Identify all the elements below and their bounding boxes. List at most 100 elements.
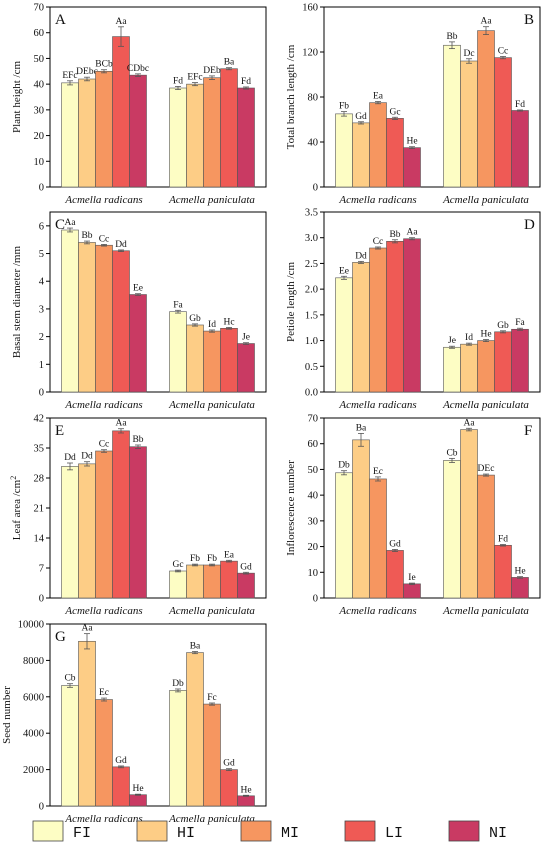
significance-label: Id — [208, 320, 216, 330]
y-tick-label: 0 — [313, 594, 318, 605]
legend-swatch — [240, 820, 272, 842]
significance-label: He — [480, 330, 491, 340]
bar-ni — [237, 343, 255, 393]
legend-label: HI — [177, 825, 195, 842]
panel-d: 0.0 0.5 1.0 1.5 2.0 2.5 3.0 3.5 Petiole length /… — [285, 208, 541, 411]
significance-label: Gc — [389, 107, 400, 117]
significance-label: Bb — [132, 435, 143, 445]
bar-hi — [186, 324, 204, 393]
bar-hi — [352, 439, 370, 599]
y-tick-label: 2.0 — [305, 285, 318, 296]
legend-item-hi: HI — [136, 820, 195, 842]
bar-fi — [335, 113, 353, 188]
y-tick-label: 60 — [308, 439, 319, 450]
significance-label: He — [406, 137, 417, 147]
bar-mi — [369, 478, 387, 599]
significance-label: Je — [242, 333, 250, 343]
bar-li — [112, 430, 130, 599]
significance-label: Fa — [515, 318, 525, 328]
bar-fi — [61, 82, 79, 188]
category-label: Acmella radicans — [64, 605, 142, 617]
bar-hi — [460, 429, 478, 599]
significance-label: Dc — [463, 49, 474, 59]
bar-li — [386, 118, 404, 188]
legend-item-li: LI — [344, 820, 403, 842]
legend: FI HI MI LI NI — [32, 820, 507, 842]
y-tick-label: 30 — [308, 516, 319, 527]
significance-label: Gd — [389, 539, 401, 549]
significance-label: Aa — [406, 228, 418, 238]
y-tick-label: 160 — [302, 3, 318, 14]
bar-mi — [95, 244, 113, 393]
bar-fi — [169, 87, 187, 188]
y-tick-label: 60 — [34, 28, 45, 39]
y-axis-label: Petiole length /cm — [285, 262, 297, 342]
y-tick-label: 1.0 — [305, 336, 318, 347]
bar-ni — [237, 795, 255, 807]
y-tick-label: 3.5 — [305, 208, 318, 219]
y-tick-label: 2 — [39, 332, 44, 343]
y-axis-label: Basal stem diameter /mm — [11, 246, 23, 359]
bar-hi — [186, 564, 204, 599]
y-tick-label: 6000 — [23, 692, 44, 703]
panel-letter: F — [524, 423, 532, 439]
bar-mi — [203, 330, 221, 393]
significance-label: Je — [448, 336, 456, 346]
bar-mi — [203, 77, 221, 188]
panel-letter: D — [524, 217, 535, 233]
bar-hi — [78, 242, 96, 393]
panel-e: 0 7 14 21 28 35 42 Leaf area /cm2 E Dd Dd Cc Aa Bb Acm… — [9, 414, 267, 617]
y-tick-label: 50 — [34, 54, 45, 65]
significance-label: Ie — [408, 573, 415, 583]
significance-label: Ec — [373, 467, 383, 477]
bar-li — [112, 36, 130, 188]
significance-label: CDbc — [127, 64, 149, 74]
significance-label: BCb — [95, 60, 113, 70]
bar-fi — [443, 460, 461, 599]
y-tick-label: 1 — [39, 360, 44, 371]
significance-label: Db — [172, 679, 184, 689]
bar-fi — [169, 570, 187, 599]
y-axis-label-text: Total branch length /cm — [285, 44, 297, 149]
panel-letter: G — [55, 629, 66, 645]
y-tick-label: 28 — [34, 474, 45, 485]
bar-hi — [78, 78, 96, 188]
y-axis-label-text: Plant height /cm — [11, 61, 23, 134]
y-axis-label-text: Basal stem diameter /mm — [11, 246, 23, 359]
category-label: Acmella radicans — [64, 813, 142, 825]
significance-label: Dd — [115, 240, 127, 250]
y-tick-label: 5 — [39, 249, 44, 260]
y-tick-label: 70 — [308, 414, 319, 425]
y-tick-label: 10 — [308, 568, 319, 579]
panel-c: 0 1 2 3 4 5 6 Basal stem diameter /mm C Aa Bb Cc Dd E… — [11, 211, 267, 411]
category-label: Acmella paniculata — [168, 194, 255, 206]
significance-label: Ec — [99, 688, 109, 698]
y-axis-label: Leaf area /cm2 — [9, 476, 23, 540]
significance-label: Dd — [355, 251, 367, 261]
category-label: Acmella radicans — [64, 194, 142, 206]
y-axis-label-text: Inflorescence number — [285, 460, 297, 556]
bar-mi — [95, 699, 113, 807]
significance-label: Fc — [207, 693, 217, 703]
y-tick-label: 0 — [313, 183, 318, 194]
bar-ni — [403, 147, 421, 188]
significance-label: Gd — [240, 562, 252, 572]
bar-ni — [511, 328, 529, 393]
significance-label: Bb — [389, 230, 400, 240]
y-tick-label: 70 — [34, 3, 45, 14]
y-axis-label-text: Seed number — [1, 686, 13, 744]
significance-label: Id — [465, 333, 473, 343]
bar-mi — [369, 102, 387, 188]
significance-label: He — [514, 567, 525, 577]
y-tick-label: 30 — [34, 105, 45, 116]
significance-label: Bb — [446, 32, 457, 42]
bar-ni — [511, 577, 529, 599]
bar-fi — [169, 311, 187, 393]
y-tick-label: 80 — [308, 93, 319, 104]
y-tick-label: 0 — [39, 183, 44, 194]
y-tick-label: 0 — [39, 594, 44, 605]
significance-label: Ba — [356, 423, 367, 433]
legend-swatch — [344, 820, 376, 842]
